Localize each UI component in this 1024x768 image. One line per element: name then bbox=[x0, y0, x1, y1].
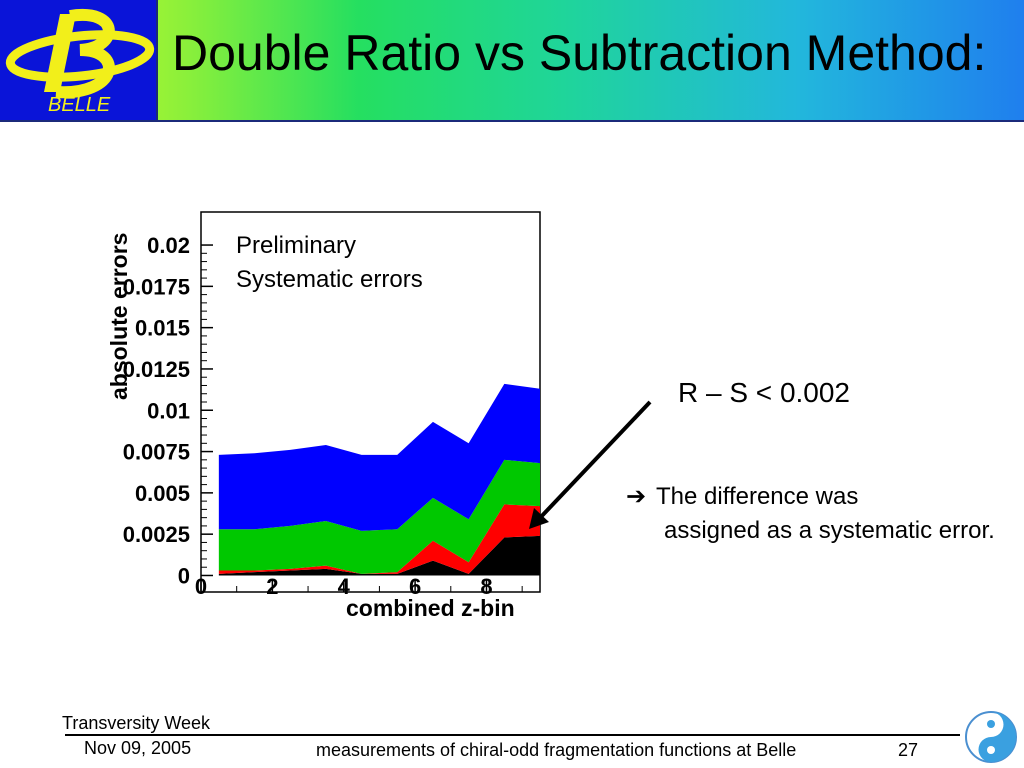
area-series-2 bbox=[218, 459, 540, 574]
area-series-3 bbox=[218, 383, 540, 531]
stacked-areas bbox=[218, 383, 540, 576]
x-axis-label: combined z-bin bbox=[346, 595, 515, 621]
pointer-arrow bbox=[529, 400, 652, 529]
result-text: R – S < 0.002 bbox=[678, 377, 851, 408]
y-tick-label: 0.0125 bbox=[123, 357, 190, 382]
x-tick-label: 0 bbox=[195, 574, 207, 599]
annotation-preliminary: Preliminary bbox=[236, 232, 356, 259]
belle-logo: BELLE bbox=[0, 0, 158, 120]
y-axis-label: absolute errors bbox=[106, 233, 132, 400]
annotation-systematic: Systematic errors bbox=[236, 266, 423, 293]
kek-logo-icon bbox=[965, 711, 1017, 763]
logo-text: BELLE bbox=[48, 94, 111, 116]
slide-title: Double Ratio vs Subtraction Method: bbox=[172, 25, 987, 81]
x-tick-label: 8 bbox=[480, 574, 492, 599]
y-tick-label: 0.015 bbox=[135, 316, 190, 341]
y-tick-label: 0.01 bbox=[147, 398, 190, 423]
x-tick-labels: 0 2 4 6 8 bbox=[195, 574, 493, 599]
bullet-first-line: The difference was bbox=[656, 483, 859, 510]
y-tick-label: 0.005 bbox=[135, 481, 190, 506]
title-bar: BELLE Double Ratio vs Subtraction Method… bbox=[0, 0, 1024, 122]
y-tick-label: 0.0175 bbox=[123, 274, 190, 299]
belle-logo-graphic: BELLE bbox=[5, 8, 155, 116]
bullet-text: ➔ The difference was assigned as a system… bbox=[626, 480, 996, 548]
arrow-right-icon: ➔ bbox=[626, 483, 647, 510]
x-tick-label: 4 bbox=[338, 574, 351, 599]
x-tick-label: 6 bbox=[409, 574, 421, 599]
y-tick-label: 0.0025 bbox=[123, 522, 190, 547]
area-series-0 bbox=[218, 535, 540, 576]
bullet-rest-lines: assigned as a systematic error. bbox=[664, 517, 995, 544]
footer-date: Nov 09, 2005 bbox=[84, 738, 192, 758]
x-tick-label: 2 bbox=[266, 574, 278, 599]
axis-ticks bbox=[200, 244, 523, 592]
y-tick-label: 0 bbox=[178, 563, 190, 588]
y-tick-label: 0.0075 bbox=[123, 440, 190, 465]
footer-title: measurements of chiral-odd fragmentation… bbox=[316, 740, 797, 760]
footer-rule bbox=[65, 734, 960, 736]
y-tick-label: 0.02 bbox=[147, 233, 190, 258]
footer-conference: Transversity Week bbox=[62, 713, 211, 733]
y-tick-labels: 0 0.0025 0.005 0.0075 0.01 0.0125 0.015 0.0175 0… bbox=[123, 233, 190, 588]
page-number: 27 bbox=[898, 740, 919, 760]
area-series-1 bbox=[218, 504, 540, 574]
